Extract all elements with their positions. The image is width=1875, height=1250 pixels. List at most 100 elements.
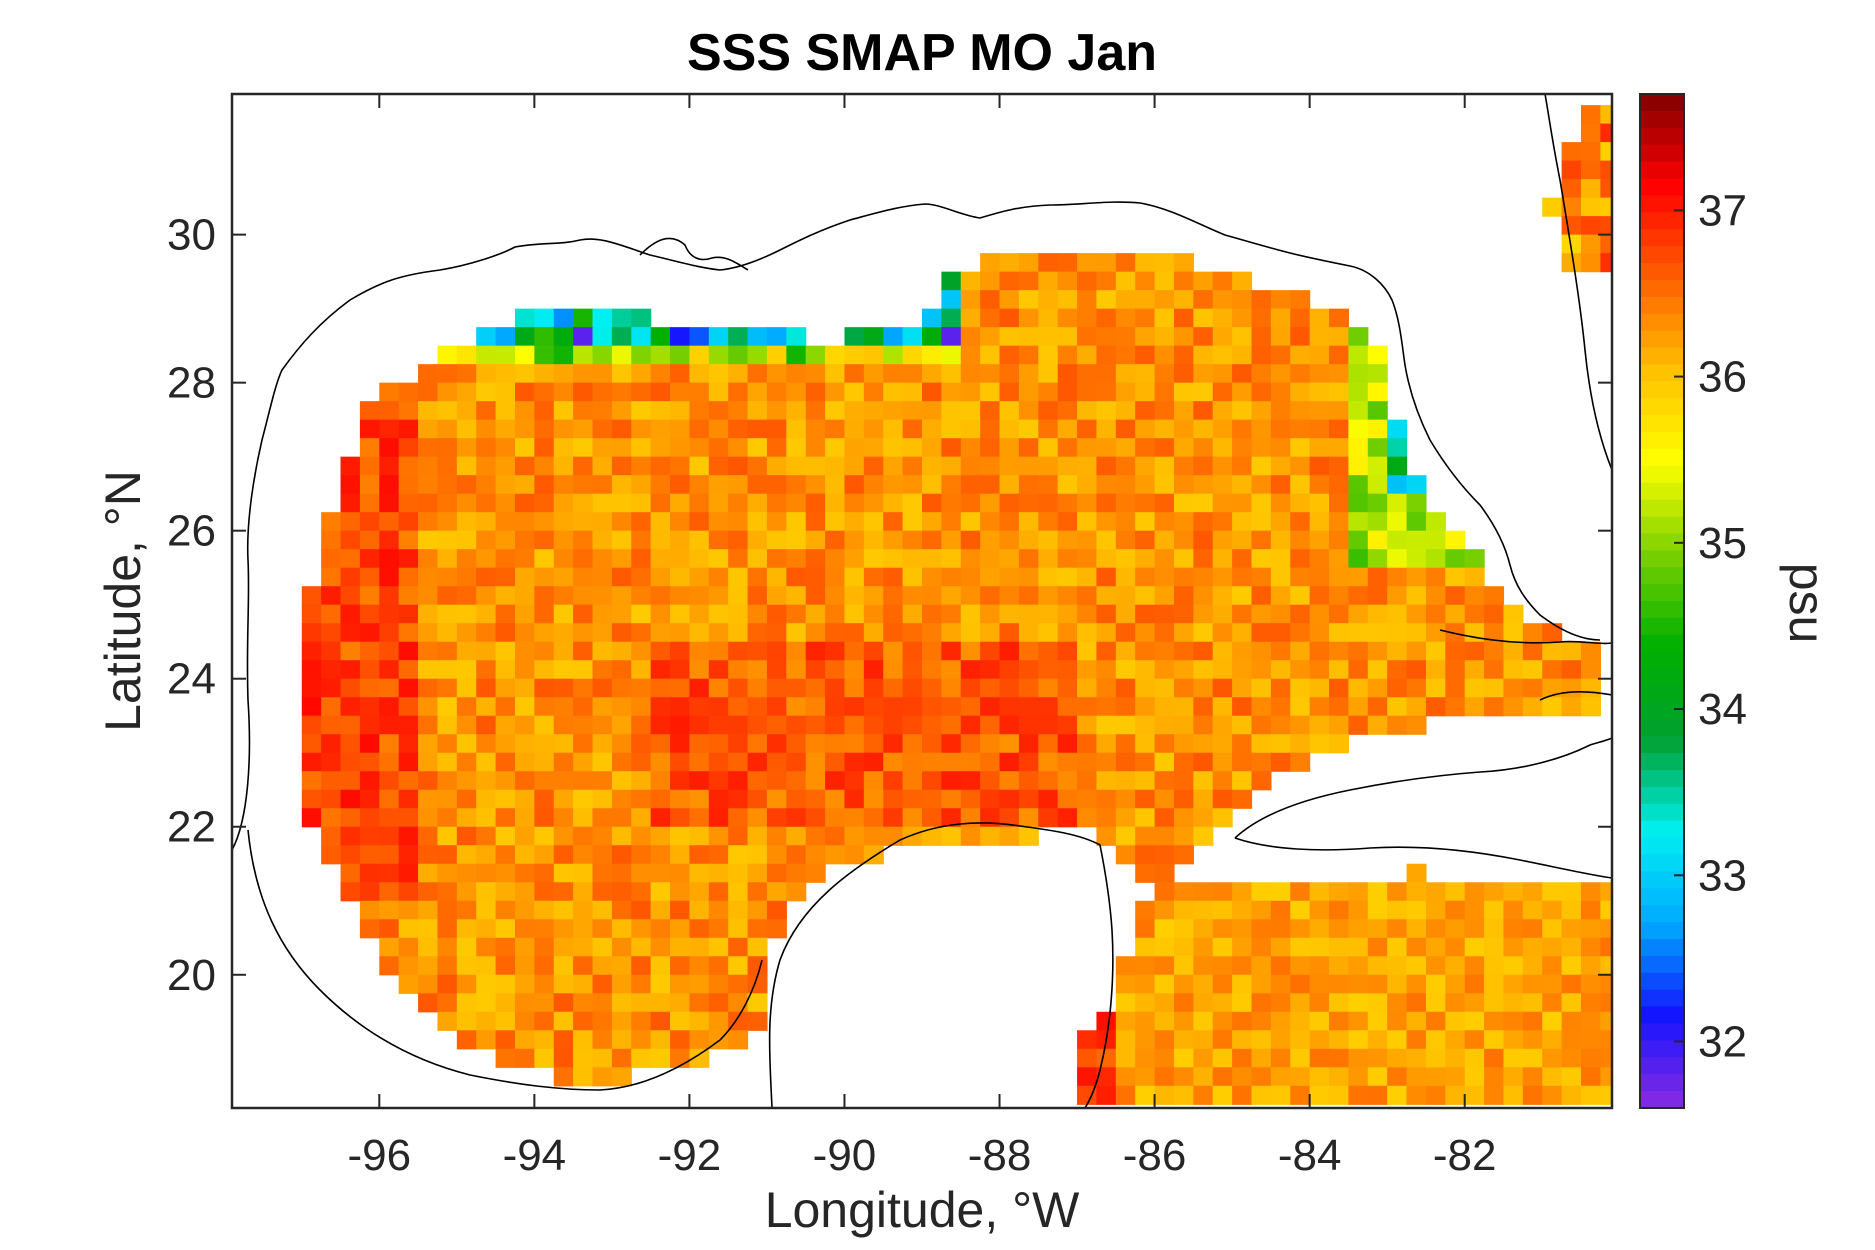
salinity-pixel [1077, 660, 1098, 680]
salinity-pixel [1232, 771, 1253, 791]
salinity-pixel [1212, 660, 1233, 680]
salinity-pixel [1193, 475, 1214, 495]
salinity-pixel [398, 771, 419, 791]
colorbar-swatch [1640, 651, 1684, 670]
salinity-pixel [670, 623, 691, 643]
colorbar-swatch [1640, 1040, 1684, 1058]
salinity-pixel [747, 1011, 768, 1031]
salinity-pixel [825, 419, 846, 439]
salinity-pixel [553, 993, 574, 1013]
salinity-pixel [1135, 1011, 1156, 1031]
salinity-pixel [1038, 789, 1059, 809]
salinity-pixel [708, 715, 729, 735]
salinity-pixel [689, 919, 710, 939]
salinity-pixel [437, 419, 458, 439]
salinity-pixel [340, 493, 361, 513]
salinity-pixel [1212, 808, 1233, 828]
salinity-pixel [1290, 475, 1311, 495]
salinity-pixel [670, 1030, 691, 1050]
salinity-pixel [437, 660, 458, 680]
salinity-pixel [844, 771, 865, 791]
salinity-pixel [941, 567, 962, 587]
salinity-pixel [611, 882, 632, 902]
salinity-pixel [1154, 734, 1175, 754]
salinity-pixel [1018, 697, 1039, 717]
salinity-pixel [941, 586, 962, 606]
salinity-pixel [456, 493, 477, 513]
salinity-pixel [514, 845, 535, 865]
salinity-pixel [592, 845, 613, 865]
y-tick-label: 30 [167, 211, 216, 260]
salinity-pixel [786, 549, 807, 569]
colorbar-swatch [1640, 110, 1684, 129]
salinity-pixel [650, 549, 671, 569]
salinity-pixel [728, 808, 749, 828]
salinity-pixel [495, 401, 516, 421]
salinity-pixel [1135, 530, 1156, 550]
salinity-pixel [1038, 604, 1059, 624]
salinity-pixel [1135, 604, 1156, 624]
salinity-pixel [689, 752, 710, 772]
salinity-pixel [1018, 290, 1039, 310]
salinity-pixel [573, 752, 594, 772]
salinity-pixel [1484, 641, 1505, 661]
salinity-pixel [728, 715, 749, 735]
salinity-pixel [1445, 1030, 1466, 1050]
salinity-pixel [1348, 419, 1369, 439]
bahamas-coast [1539, 690, 1612, 701]
salinity-pixel [1135, 438, 1156, 458]
salinity-pixel [592, 734, 613, 754]
salinity-pixel [689, 826, 710, 846]
x-axis-label: Longitude, °W [765, 1182, 1080, 1238]
salinity-pixel [1348, 697, 1369, 717]
salinity-pixel [1096, 456, 1117, 476]
salinity-pixel [1232, 512, 1253, 532]
salinity-pixel [495, 956, 516, 976]
salinity-pixel [534, 475, 555, 495]
salinity-pixel [1290, 993, 1311, 1013]
salinity-pixel [1077, 771, 1098, 791]
salinity-pixel [456, 530, 477, 550]
salinity-pixel [456, 956, 477, 976]
salinity-pixel [1367, 512, 1388, 532]
salinity-pixel [863, 419, 884, 439]
salinity-pixel [1251, 882, 1272, 902]
salinity-pixel [1387, 530, 1408, 550]
salinity-pixel [1348, 1067, 1369, 1087]
salinity-pixel [670, 604, 691, 624]
colorbar-tick-label: 36 [1698, 353, 1747, 402]
salinity-pixel [1290, 438, 1311, 458]
salinity-pixel [456, 715, 477, 735]
salinity-pixel [805, 419, 826, 439]
salinity-pixel [980, 586, 1001, 606]
salinity-pixel [1406, 493, 1427, 513]
salinity-pixel [766, 530, 787, 550]
salinity-pixel [1232, 419, 1253, 439]
salinity-pixel [1580, 216, 1601, 236]
salinity-pixel [456, 808, 477, 828]
salinity-pixel [1387, 900, 1408, 920]
salinity-pixel [437, 530, 458, 550]
salinity-pixel [786, 586, 807, 606]
salinity-pixel [1580, 956, 1601, 976]
salinity-pixel [1096, 290, 1117, 310]
salinity-pixel [398, 808, 419, 828]
salinity-pixel [670, 1011, 691, 1031]
colorbar-swatch [1640, 871, 1684, 889]
salinity-pixel [941, 438, 962, 458]
salinity-pixel [825, 530, 846, 550]
salinity-pixel [999, 456, 1020, 476]
salinity-pixel [708, 549, 729, 569]
salinity-pixel [747, 993, 768, 1013]
salinity-pixel [922, 419, 942, 439]
salinity-pixel [728, 530, 749, 550]
salinity-pixel [398, 438, 419, 458]
salinity-pixel [1251, 678, 1272, 698]
salinity-pixel [670, 919, 691, 939]
salinity-pixel [1115, 660, 1136, 680]
salinity-pixel [1077, 1085, 1098, 1105]
salinity-pixel [1464, 956, 1485, 976]
salinity-pixel [418, 845, 439, 865]
salinity-pixel [670, 641, 691, 661]
salinity-pixel [1173, 1048, 1194, 1068]
